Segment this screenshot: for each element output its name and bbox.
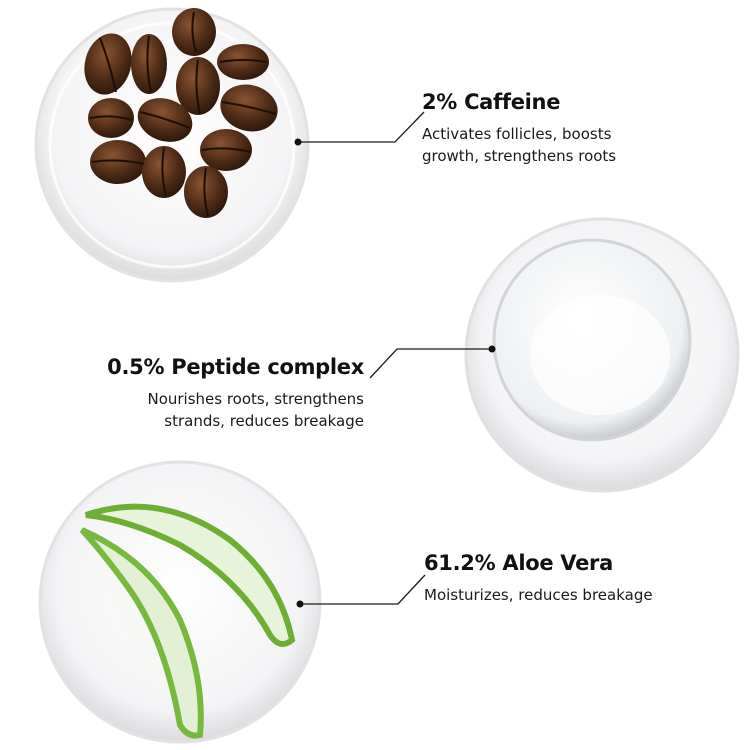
peptide-desc-line2: strands, reduces breakage [164,412,364,430]
callout-lines [298,111,492,605]
caffeine-title: 2% Caffeine [422,90,561,114]
aloe-vera-slices [79,503,296,739]
peptide-desc-line1: Nourishes roots, strengthens [147,390,364,408]
peptide-dish [464,217,740,493]
caffeine-desc-line2: growth, strengthens roots [422,147,617,165]
peptide-title: 0.5% Peptide complex [107,355,364,379]
callout-dot [294,138,302,146]
aloe-title: 61.2% Aloe Vera [424,551,613,575]
callout-dot [488,345,496,353]
coffee-beans [84,8,278,218]
coffee-dish [34,7,310,283]
callout-dot [296,600,304,608]
aloe-desc: Moisturizes, reduces breakage [424,586,653,604]
aloe-dish [38,460,322,744]
caffeine-desc-line1: Activates follicles, boosts [422,125,612,143]
